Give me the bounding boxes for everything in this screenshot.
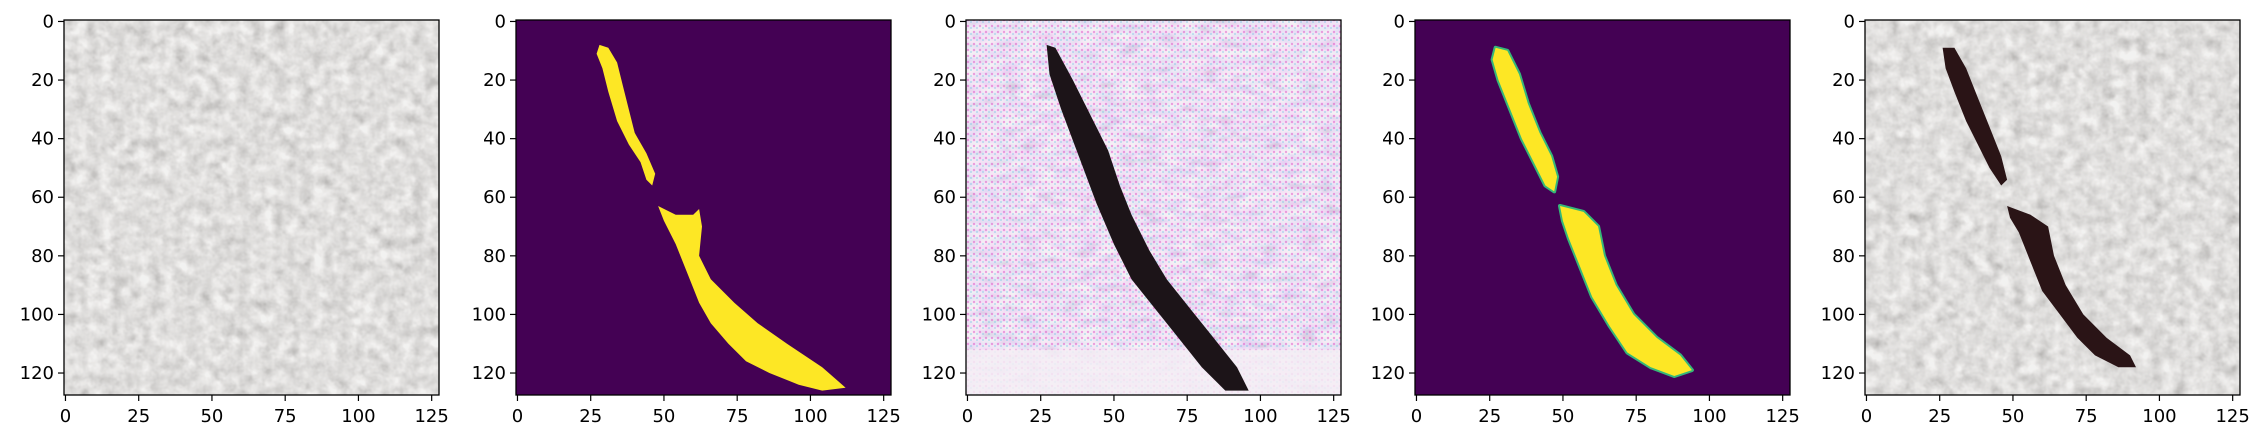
- x-tick-label: 100: [1243, 406, 1277, 427]
- panel-4: 0 25 50 75 100 125 0 20 40 60 80 100 120: [1371, 11, 1800, 427]
- x-tick-label: 125: [1765, 406, 1799, 427]
- y-tick-label: 60: [31, 187, 54, 208]
- y-tick-label: 120: [922, 363, 956, 384]
- mask-region-1: [1492, 47, 1558, 192]
- x-tick-label: 125: [414, 406, 448, 427]
- x-tick-label: 25: [1029, 406, 1052, 427]
- axes-frame: [515, 19, 892, 396]
- y-tick-label: 120: [472, 363, 506, 384]
- x-tick-label: 125: [866, 406, 900, 427]
- y-tick-label: 100: [1371, 304, 1405, 325]
- y-tick-label: 100: [20, 304, 54, 325]
- crack-generated: [1046, 44, 1249, 391]
- y-tick-label: 0: [495, 11, 506, 32]
- y-tick-label: 20: [1382, 70, 1405, 91]
- x-tick-label: 0: [512, 406, 523, 427]
- x-tick-label: 100: [341, 406, 375, 427]
- axes-frame: [1864, 19, 2241, 396]
- y-tick-label: 40: [31, 129, 54, 150]
- x-tick-label: 100: [793, 406, 827, 427]
- x-tick-label: 50: [1102, 406, 1125, 427]
- y-tick-label: 100: [1821, 304, 1855, 325]
- y-tick-label: 120: [1371, 363, 1405, 384]
- y-tick-label: 20: [483, 70, 506, 91]
- y-tick-label: 100: [922, 304, 956, 325]
- panel-5: 0 25 50 75 100 125 0 20 40 60 80 100 120: [1821, 11, 2250, 427]
- x-tick-label: 0: [60, 406, 71, 427]
- y-tick-label: 80: [1382, 246, 1405, 267]
- y-tick-label: 60: [1832, 187, 1855, 208]
- panel-1-image: [64, 20, 439, 395]
- y-tick-label: 0: [1394, 11, 1405, 32]
- mask-region-2: [1560, 206, 1692, 376]
- panel-3: 0 25 50 75 100 125 0 20 40 60 80 100 120: [922, 11, 1351, 427]
- y-tick-label: 40: [483, 129, 506, 150]
- x-tick-label: 75: [2075, 406, 2098, 427]
- y-tick-label: 40: [1382, 129, 1405, 150]
- axes-frame: [965, 19, 1342, 396]
- y-tick-label: 20: [31, 70, 54, 91]
- mask-region-2: [658, 206, 846, 391]
- y-tick-label: 20: [1832, 70, 1855, 91]
- x-tick-label: 25: [1478, 406, 1501, 427]
- y-tick-label: 80: [1832, 246, 1855, 267]
- x-tick-label: 25: [579, 406, 602, 427]
- crack-overlay-1: [1942, 47, 2008, 186]
- x-tick-label: 75: [274, 406, 297, 427]
- x-tick-label: 25: [127, 406, 150, 427]
- panel-1: 0 25 50 75 100 125 0 20 40 60 80 100 120: [20, 11, 449, 427]
- x-tick-label: 75: [1176, 406, 1199, 427]
- x-tick-label: 50: [200, 406, 223, 427]
- x-tick-label: 25: [1928, 406, 1951, 427]
- x-tick-label: 100: [1692, 406, 1726, 427]
- x-tick-label: 75: [726, 406, 749, 427]
- y-tick-label: 0: [1844, 11, 1855, 32]
- x-tick-label: 100: [2142, 406, 2176, 427]
- panel-3-image: [966, 20, 1341, 395]
- x-tick-label: 75: [1625, 406, 1648, 427]
- x-tick-label: 0: [962, 406, 973, 427]
- y-tick-label: 120: [20, 363, 54, 384]
- x-tick-label: 125: [1316, 406, 1350, 427]
- x-tick-label: 0: [1411, 406, 1422, 427]
- x-tick-label: 0: [1861, 406, 1872, 427]
- axes-frame: [1414, 19, 1791, 396]
- x-tick-label: 50: [1551, 406, 1574, 427]
- y-tick-label: 0: [945, 11, 956, 32]
- y-tick-label: 20: [933, 70, 956, 91]
- y-tick-label: 60: [1382, 187, 1405, 208]
- y-tick-label: 60: [933, 187, 956, 208]
- panel-5-image: [1865, 20, 2240, 395]
- panel-4-image: [1415, 20, 1790, 395]
- y-tick-label: 80: [31, 246, 54, 267]
- x-tick-label: 125: [2215, 406, 2249, 427]
- y-tick-label: 100: [472, 304, 506, 325]
- y-tick-label: 80: [933, 246, 956, 267]
- y-tick-label: 40: [1832, 129, 1855, 150]
- mask-region-1: [596, 44, 656, 186]
- y-tick-label: 0: [43, 11, 54, 32]
- y-tick-label: 120: [1821, 363, 1855, 384]
- panel-2-image: [516, 20, 891, 395]
- axes-frame: [63, 19, 440, 396]
- y-tick-label: 40: [933, 129, 956, 150]
- panel-2: 0 25 50 75 100 125 0 20 40 60 80 100 120: [472, 11, 901, 427]
- y-tick-label: 60: [483, 187, 506, 208]
- crack-overlay-2: [2007, 206, 2136, 368]
- x-tick-label: 50: [2001, 406, 2024, 427]
- x-tick-label: 50: [652, 406, 675, 427]
- y-tick-label: 80: [483, 246, 506, 267]
